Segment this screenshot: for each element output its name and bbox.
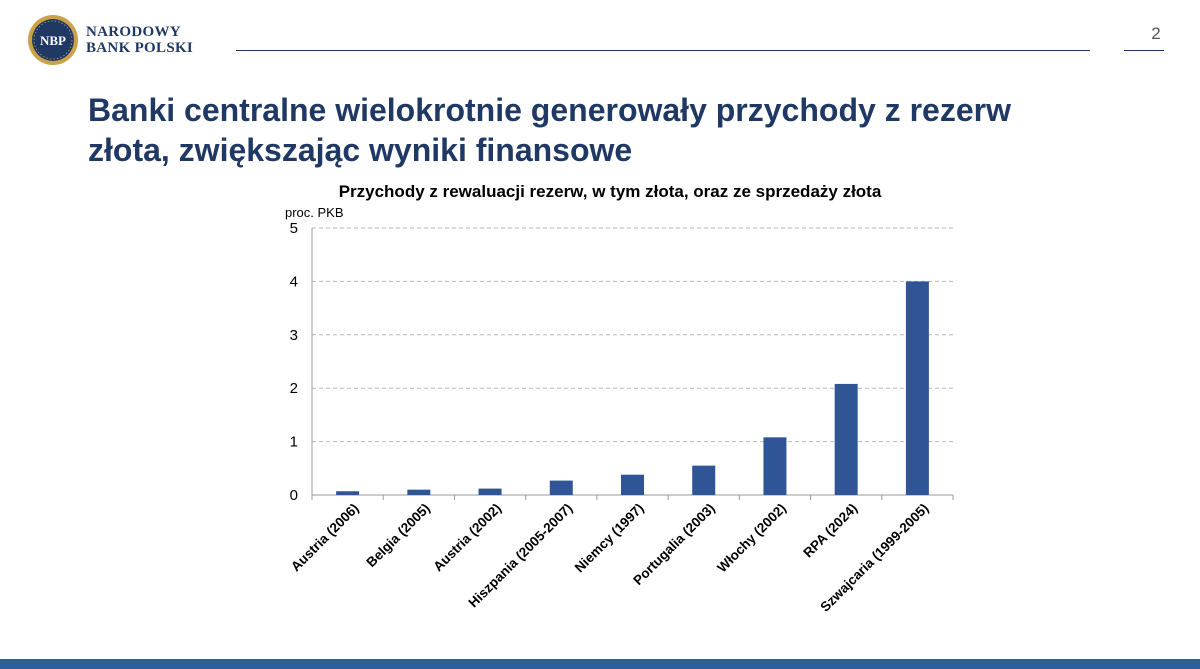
y-tick-label: 2 (290, 380, 298, 397)
x-tick-label: Austria (2002) (430, 501, 504, 575)
slide-title: Banki centralne wielokrotnie generowały … (88, 92, 1011, 168)
x-tick-label: Belgia (2005) (363, 501, 433, 571)
nbp-emblem-icon: NBP (28, 15, 78, 65)
nbp-logo: NBP NARODOWY BANK POLSKI (14, 8, 194, 70)
y-tick-label: 0 (290, 487, 298, 504)
x-tick-label: Niemcy (1997) (572, 501, 647, 576)
bar (692, 465, 716, 495)
nbp-emblem-text: NBP (40, 33, 66, 48)
chart-plot-area: 0 1 2 3 4 5 Austria (2006) Belgia (2005)Austria… (288, 220, 954, 615)
x-tick-label: Włochy (2002) (714, 501, 789, 576)
y-axis-unit-label: proc. PKB (285, 205, 344, 220)
bar (763, 437, 787, 495)
footer-band (0, 659, 1200, 669)
brand-name-line2: BANK POLSKI (86, 40, 194, 56)
bar (336, 491, 360, 495)
x-tick-label: Austria (2006) (288, 501, 362, 575)
bar-chart: Przychody z rewaluacji rezerw, w tym zło… (0, 170, 1200, 640)
header-divider (236, 50, 1090, 51)
x-tick-label: RPA (2024) (800, 501, 860, 561)
y-tick-label: 3 (290, 327, 298, 344)
bar (478, 488, 502, 495)
bar (834, 383, 858, 495)
bar (905, 281, 929, 495)
y-tick-label: 4 (290, 273, 298, 290)
bar (549, 480, 573, 495)
page-number-divider (1124, 50, 1164, 51)
page-number: 2 (1151, 24, 1161, 43)
bar (407, 489, 431, 495)
bar (621, 474, 644, 495)
chart-title: Przychody z rewaluacji rezerw, w tym zło… (338, 182, 882, 201)
brand-name-line1: NARODOWY (86, 24, 181, 40)
y-tick-label: 5 (290, 220, 298, 237)
y-tick-label: 1 (290, 434, 298, 451)
